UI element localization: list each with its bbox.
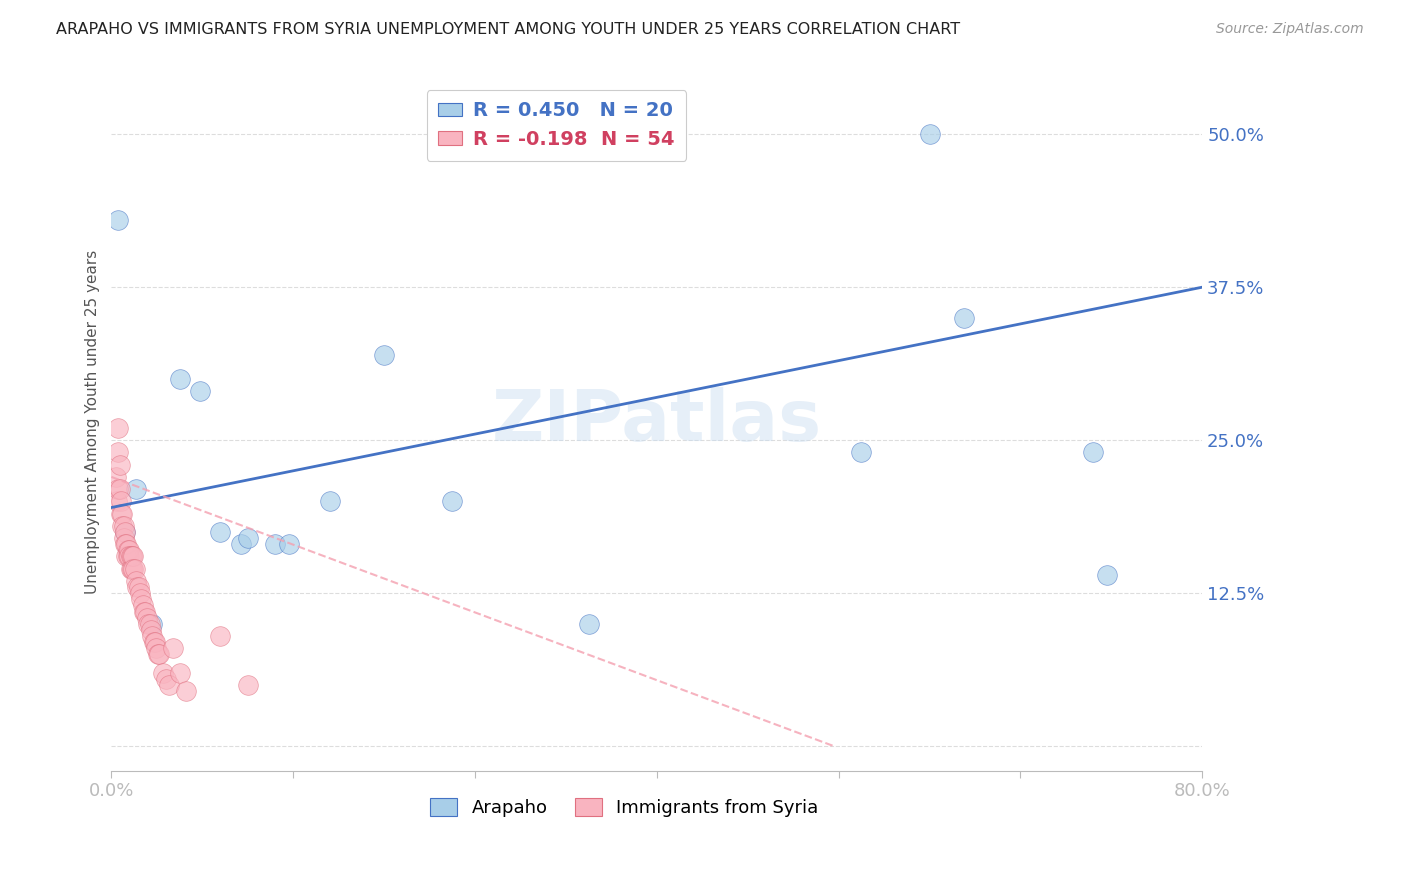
Point bbox=[107, 421, 129, 435]
Point bbox=[264, 537, 287, 551]
Point bbox=[134, 605, 156, 619]
Point bbox=[578, 616, 600, 631]
Point bbox=[110, 507, 132, 521]
Point bbox=[145, 641, 167, 656]
Point bbox=[121, 562, 143, 576]
Point bbox=[162, 641, 184, 656]
Point bbox=[124, 562, 146, 576]
Point bbox=[169, 372, 191, 386]
Point bbox=[441, 494, 464, 508]
Point bbox=[918, 127, 941, 141]
Point bbox=[157, 678, 180, 692]
Point bbox=[139, 623, 162, 637]
Point bbox=[120, 549, 142, 564]
Point bbox=[128, 580, 150, 594]
Point bbox=[110, 494, 132, 508]
Legend: Arapaho, Immigrants from Syria: Arapaho, Immigrants from Syria bbox=[423, 790, 825, 824]
Y-axis label: Unemployment Among Youth under 25 years: Unemployment Among Youth under 25 years bbox=[86, 250, 100, 594]
Point bbox=[111, 519, 134, 533]
Point bbox=[125, 574, 148, 588]
Point bbox=[236, 531, 259, 545]
Text: ZIPatlas: ZIPatlas bbox=[492, 387, 823, 457]
Point bbox=[108, 482, 131, 496]
Point bbox=[127, 580, 149, 594]
Point bbox=[114, 524, 136, 539]
Point bbox=[148, 648, 170, 662]
Point bbox=[134, 605, 156, 619]
Point bbox=[146, 648, 169, 662]
Point bbox=[141, 616, 163, 631]
Point bbox=[138, 616, 160, 631]
Point bbox=[209, 524, 232, 539]
Point bbox=[209, 629, 232, 643]
Point bbox=[851, 445, 873, 459]
Point bbox=[152, 665, 174, 680]
Point bbox=[114, 524, 136, 539]
Point bbox=[131, 592, 153, 607]
Point bbox=[115, 549, 138, 564]
Point bbox=[118, 549, 141, 564]
Point bbox=[135, 610, 157, 624]
Point bbox=[125, 482, 148, 496]
Point bbox=[114, 537, 136, 551]
Point bbox=[112, 531, 135, 545]
Point bbox=[1095, 567, 1118, 582]
Point bbox=[117, 543, 139, 558]
Point bbox=[118, 543, 141, 558]
Point bbox=[120, 562, 142, 576]
Point bbox=[277, 537, 299, 551]
Point bbox=[141, 629, 163, 643]
Point bbox=[117, 549, 139, 564]
Point bbox=[952, 310, 974, 325]
Point bbox=[176, 684, 198, 698]
Point bbox=[121, 549, 143, 564]
Point bbox=[142, 635, 165, 649]
Point bbox=[229, 537, 252, 551]
Text: ARAPAHO VS IMMIGRANTS FROM SYRIA UNEMPLOYMENT AMONG YOUTH UNDER 25 YEARS CORRELA: ARAPAHO VS IMMIGRANTS FROM SYRIA UNEMPLO… bbox=[56, 22, 960, 37]
Point bbox=[122, 562, 145, 576]
Point bbox=[236, 678, 259, 692]
Point bbox=[104, 470, 127, 484]
Point bbox=[1081, 445, 1104, 459]
Point bbox=[155, 672, 177, 686]
Point bbox=[136, 616, 159, 631]
Point bbox=[105, 494, 128, 508]
Point bbox=[169, 665, 191, 680]
Point bbox=[122, 549, 145, 564]
Point bbox=[132, 599, 155, 613]
Point bbox=[107, 212, 129, 227]
Point bbox=[111, 507, 134, 521]
Point bbox=[107, 445, 129, 459]
Point bbox=[108, 458, 131, 472]
Point bbox=[115, 537, 138, 551]
Point bbox=[318, 494, 340, 508]
Point bbox=[112, 519, 135, 533]
Point bbox=[188, 384, 211, 399]
Point bbox=[129, 586, 152, 600]
Text: Source: ZipAtlas.com: Source: ZipAtlas.com bbox=[1216, 22, 1364, 37]
Point bbox=[143, 635, 166, 649]
Point bbox=[107, 482, 129, 496]
Point bbox=[373, 347, 395, 361]
